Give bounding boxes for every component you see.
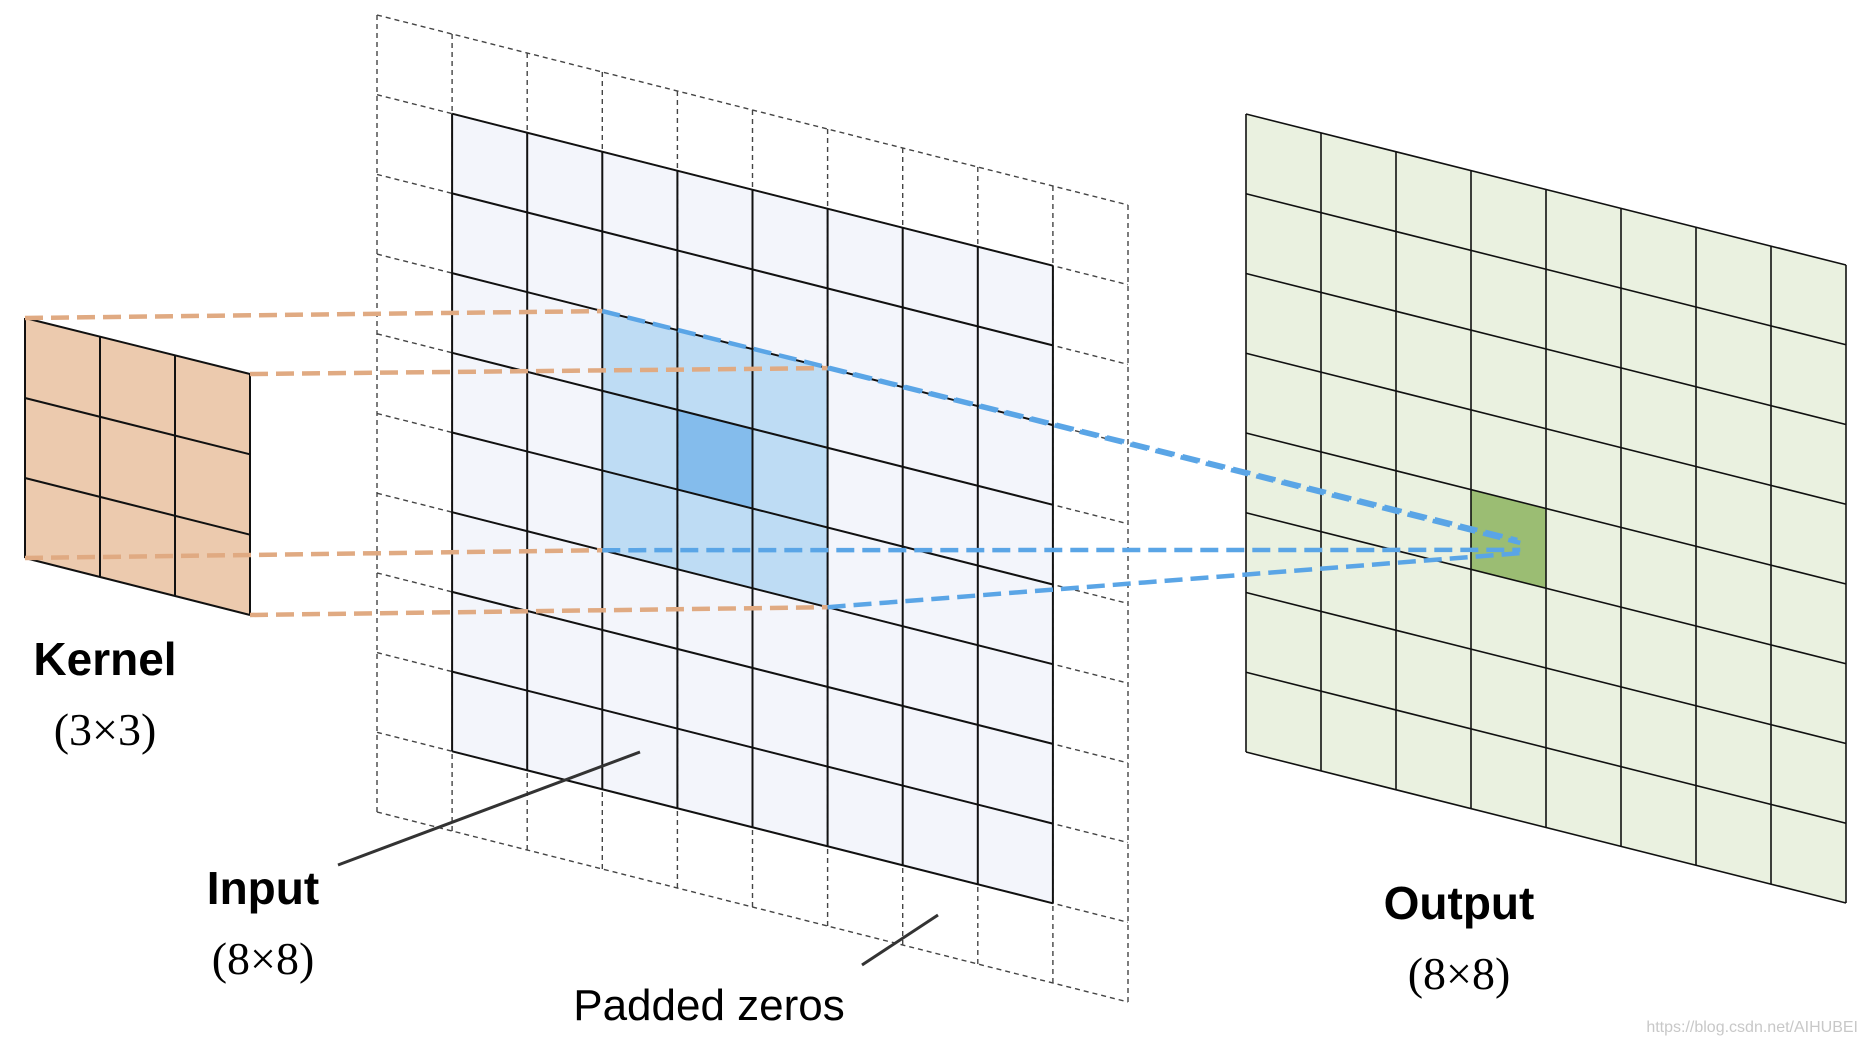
input-leader-line — [337, 750, 641, 867]
kernel-window-center — [677, 409, 753, 509]
kernel-fill — [25, 318, 250, 615]
output-grid-hline — [1245, 352, 1847, 506]
kernel-connector-line — [249, 365, 828, 377]
padded-zeros-label: Padded zeros — [573, 981, 845, 1030]
output-title: Output — [1384, 877, 1535, 929]
input-grid-hline — [451, 351, 1054, 506]
input-grid-hline — [451, 511, 1054, 666]
kernel-grid-hline — [24, 557, 251, 616]
kernel-size: (3×3) — [54, 704, 157, 755]
projection-line — [827, 550, 1524, 610]
connector-lines — [24, 308, 1524, 618]
kernel-grid-hline — [24, 477, 251, 536]
input-grid-hline — [451, 112, 1054, 267]
input-grid-hline — [451, 590, 1054, 745]
kernel-connector-line — [24, 308, 603, 321]
input-grid-hline — [451, 750, 1054, 905]
input-grid — [376, 14, 1129, 1003]
output-grid-hline — [1245, 113, 1847, 266]
padding-leader-line — [861, 913, 939, 967]
padding-grid-hline — [376, 811, 1129, 1003]
padding-grid-hline — [376, 14, 1129, 206]
input-grid-hline — [451, 431, 1054, 586]
kernel-title: Kernel — [33, 633, 176, 685]
watermark: https://blog.csdn.net/AIHUBEI — [1646, 1019, 1858, 1036]
kernel-connector-line — [24, 547, 603, 561]
output-grid-hline — [1245, 432, 1847, 585]
output-size: (8×8) — [1408, 948, 1511, 999]
projection-line — [827, 365, 1521, 546]
input-title: Input — [207, 862, 319, 914]
kernel-grid-hline — [24, 397, 251, 456]
output-grid — [1245, 113, 1847, 904]
input-size: (8×8) — [212, 933, 315, 984]
output-grid-hline — [1245, 671, 1847, 825]
kernel-grid — [24, 317, 251, 616]
input-grid-hline — [451, 670, 1054, 825]
output-grid-hline — [1245, 751, 1847, 904]
output-grid-hline — [1245, 192, 1847, 346]
input-grid-hline — [451, 192, 1054, 347]
output-grid-hline — [1245, 511, 1847, 665]
input-grid-hline — [451, 272, 1054, 427]
output-grid-hline — [1245, 591, 1847, 745]
kernel-connector-line — [249, 604, 828, 618]
output-grid-hline — [1245, 272, 1847, 426]
kernel-grid-hline — [24, 317, 251, 375]
